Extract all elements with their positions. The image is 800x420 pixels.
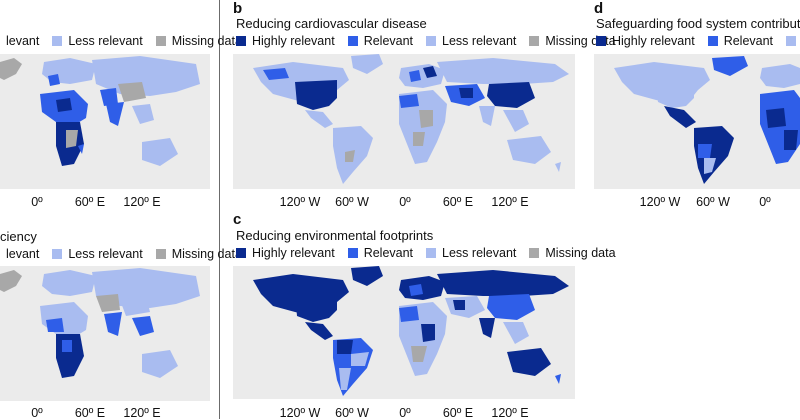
legend-item: levant (0, 247, 39, 261)
legend-swatch-relevant (347, 248, 358, 258)
legend-swatch-less-relevant (786, 36, 797, 46)
legend-a: levant Less relevant Missing data (0, 34, 255, 48)
map-d (594, 54, 800, 189)
legend-swatch-missing-data (529, 36, 540, 46)
legend-label: Highly relevant (252, 34, 335, 48)
tick-label: 60º E (74, 406, 106, 420)
tick-label: 0º (399, 406, 411, 420)
legend-item: Highly relevant (596, 34, 695, 48)
legend-item: levant (0, 34, 39, 48)
legend-item: Less relevant (426, 34, 516, 48)
legend-label: Less relevant (68, 247, 143, 261)
legend-label: Less relevant (68, 34, 143, 48)
panel-letter: c (233, 211, 242, 228)
tick-label: 60º W (335, 406, 369, 420)
legend-label: Highly relevant (252, 246, 335, 260)
tick-label: 60º E (74, 195, 106, 209)
tick-label: 0º (759, 195, 771, 209)
legend-swatch-relevant (707, 36, 718, 46)
tick-label: 120º W (279, 195, 321, 209)
map-c (233, 266, 575, 399)
legend-b: Highly relevant Relevant Less relevant M… (236, 34, 629, 48)
tick-label: 60º W (696, 195, 730, 209)
map-a (0, 54, 210, 189)
legend-e: levant Less relevant Missing data (0, 247, 255, 261)
legend-label: Missing data (171, 34, 242, 48)
legend-swatch-less-relevant (52, 36, 63, 46)
map-b (233, 54, 575, 189)
world-map-c (253, 266, 569, 396)
legend-swatch-relevant (347, 36, 358, 46)
world-map-e (0, 268, 200, 378)
legend-item: Less relevant (52, 247, 143, 261)
panel-title: ciency (0, 229, 37, 244)
panel-letter: b (233, 0, 243, 17)
legend-label: Less relevant (442, 34, 517, 48)
legend-swatch-missing-data (155, 249, 166, 259)
legend-swatch-less-relevant (52, 249, 63, 259)
map-e (0, 266, 210, 401)
legend-item: Missing data (529, 246, 616, 260)
world-map-a (0, 56, 200, 166)
legend-c: Highly relevant Relevant Less relevant M… (236, 246, 629, 260)
tick-label: 120º E (491, 195, 529, 209)
legend-d: Highly relevant Relevant L (596, 34, 800, 48)
legend-swatch-highly-relevant (596, 36, 606, 46)
panel-divider (219, 0, 220, 419)
legend-item: Missing data (155, 34, 242, 48)
legend-label: levant (6, 34, 40, 48)
legend-item: Highly relevant (236, 34, 335, 48)
legend-item: Missing data (155, 247, 242, 261)
legend-label: Relevant (363, 34, 414, 48)
legend-swatch-highly-relevant (236, 36, 246, 46)
world-map-d (614, 56, 800, 184)
world-map-b (253, 54, 569, 184)
legend-label: Less relevant (442, 246, 517, 260)
panel-title: Safeguarding food system contributio (596, 16, 800, 31)
panel-title: Reducing cardiovascular disease (236, 16, 427, 31)
legend-swatch-highly-relevant (236, 248, 246, 258)
tick-label: 120º E (123, 406, 161, 420)
panel-title: Reducing environmental footprints (236, 228, 434, 243)
panel-letter: d (594, 0, 604, 17)
legend-swatch-missing-data (155, 36, 166, 46)
tick-label: 0º (31, 406, 43, 420)
legend-label: Relevant (723, 34, 774, 48)
legend-item: L (786, 34, 800, 48)
legend-item: Highly relevant (236, 246, 335, 260)
legend-label: Missing data (545, 246, 616, 260)
tick-label: 0º (399, 195, 411, 209)
tick-label: 60º W (335, 195, 369, 209)
tick-label: 120º W (639, 195, 681, 209)
legend-label: Missing data (171, 247, 242, 261)
legend-swatch-less-relevant (426, 36, 437, 46)
tick-label: 60º E (442, 195, 474, 209)
legend-item: Relevant (347, 34, 414, 48)
legend-item: Relevant (347, 246, 414, 260)
legend-swatch-less-relevant (426, 248, 437, 258)
legend-item: Less relevant (426, 246, 516, 260)
legend-item: Relevant (707, 34, 774, 48)
tick-label: 120º E (123, 195, 161, 209)
tick-label: 0º (31, 195, 43, 209)
tick-label: 120º W (279, 406, 321, 420)
tick-label: 60º E (442, 406, 474, 420)
legend-label: levant (6, 247, 40, 261)
legend-item: Less relevant (52, 34, 143, 48)
legend-label: Highly relevant (612, 34, 695, 48)
legend-swatch-missing-data (529, 248, 540, 258)
legend-label: Relevant (363, 246, 414, 260)
tick-label: 120º E (491, 406, 529, 420)
